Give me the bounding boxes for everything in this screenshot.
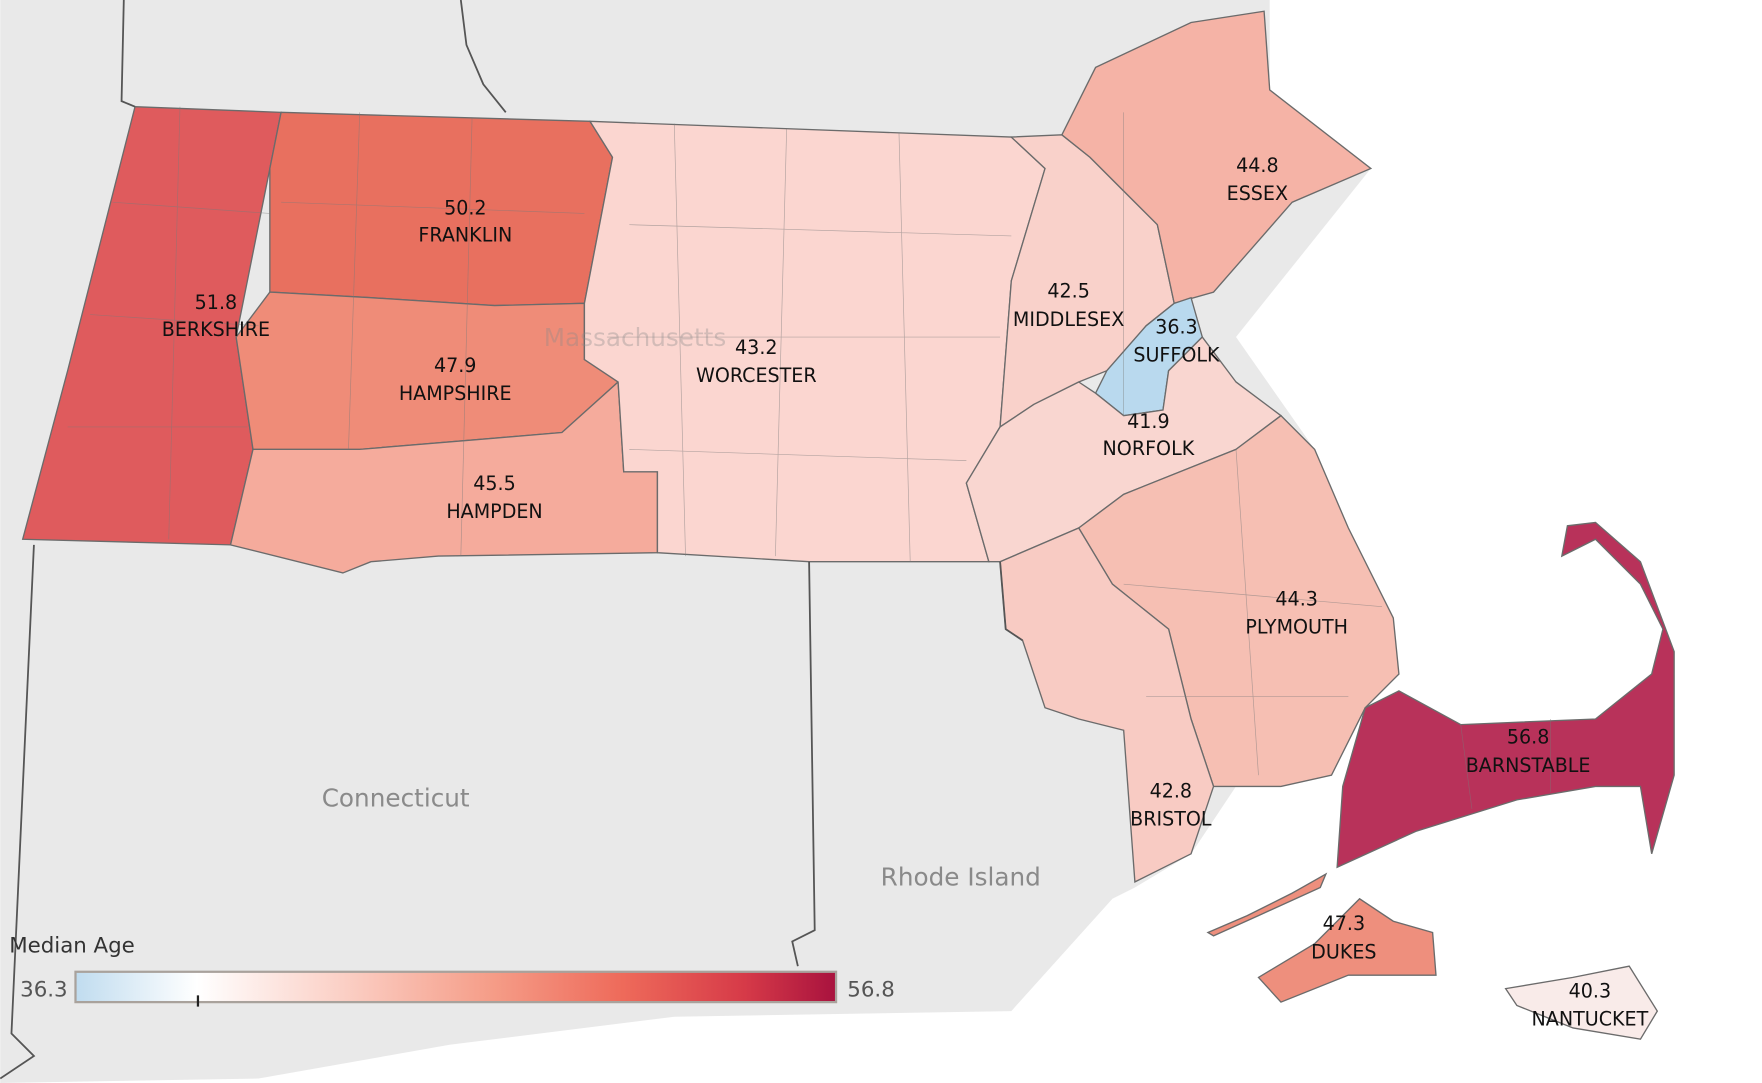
county-name: FRANKLIN: [418, 224, 512, 247]
county-name: NORFOLK: [1103, 437, 1195, 460]
county-name: WORCESTER: [696, 364, 817, 387]
county-value: 45.5: [473, 472, 515, 495]
county-franklin[interactable]: [269, 111, 614, 307]
county-bristol[interactable]: [999, 527, 1215, 883]
county-value: 41.9: [1127, 410, 1169, 433]
county-dukes[interactable]: [1206, 872, 1437, 1003]
county-name: DUKES: [1311, 940, 1376, 963]
county-name: BERKSHIRE: [162, 318, 270, 341]
county-value: 44.8: [1236, 154, 1278, 177]
place-label-massachusetts: Massachusetts: [544, 323, 727, 352]
legend-min: 36.3: [20, 977, 68, 1002]
county-name: HAMPSHIRE: [399, 382, 512, 405]
legend-max: 56.8: [847, 977, 895, 1002]
county-barnstable[interactable]: [1336, 521, 1675, 869]
county-value: 36.3: [1155, 316, 1197, 339]
county-name: ESSEX: [1227, 182, 1288, 205]
legend-title: Median Age: [9, 934, 135, 959]
town-boundaries: [67, 106, 1551, 809]
place-label-connecticut: Connecticut: [322, 784, 470, 813]
county-value: 47.3: [1323, 912, 1365, 935]
place-label-rhode-island: Rhode Island: [881, 862, 1041, 891]
county-name: MIDDLESEX: [1013, 308, 1124, 331]
county-name: BARNSTABLE: [1466, 754, 1591, 777]
county-value: 51.8: [195, 291, 237, 314]
county-value: 50.2: [444, 197, 486, 220]
state-borders: [0, 0, 1024, 1080]
county-value: 42.5: [1047, 280, 1089, 303]
county-labels: 51.8 BERKSHIRE 50.2 FRANKLIN 47.9 HAMPSH…: [162, 154, 1649, 1031]
county-name: NANTUCKET: [1532, 1008, 1649, 1031]
county-hampshire[interactable]: [235, 291, 620, 451]
county-essex[interactable]: [1061, 10, 1373, 305]
county-value: 44.3: [1275, 588, 1317, 611]
county-name: PLYMOUTH: [1245, 616, 1348, 639]
county-value: 42.8: [1150, 780, 1192, 803]
counties: [21, 10, 1675, 1040]
color-legend: Median Age 36.3 56.8: [9, 934, 895, 1007]
county-name: HAMPDEN: [446, 500, 542, 523]
county-value: 40.3: [1569, 980, 1611, 1003]
county-value: 47.9: [434, 354, 476, 377]
county-name: BRISTOL: [1130, 808, 1212, 831]
county-nantucket[interactable]: [1504, 965, 1659, 1040]
legend-gradient-bar: [74, 970, 838, 1004]
county-value: 56.8: [1507, 726, 1549, 749]
county-value: 43.2: [735, 336, 777, 359]
county-name: SUFFOLK: [1133, 344, 1220, 367]
